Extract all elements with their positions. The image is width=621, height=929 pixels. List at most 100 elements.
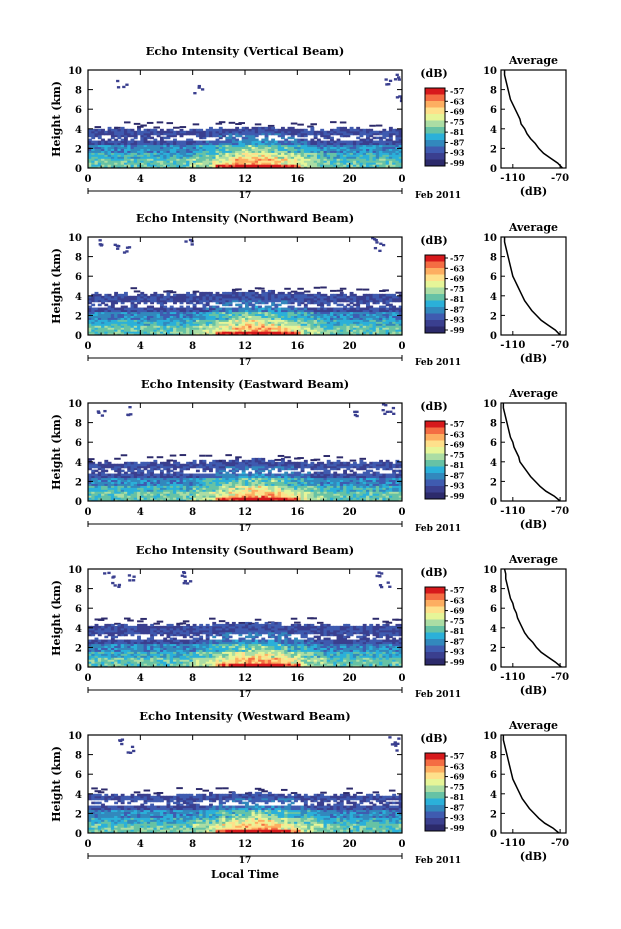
heatmap-cell [245, 156, 249, 159]
heatmap-cell [261, 156, 266, 159]
heatmap-cell [395, 309, 400, 313]
heatmap-cell [228, 333, 233, 335]
heatmap-cell [388, 333, 393, 335]
heatmap-cell [120, 299, 125, 303]
heatmap-cell [202, 134, 207, 138]
heatmap-cell [94, 491, 99, 494]
heatmap-cell [179, 164, 184, 167]
heatmap-cell [212, 499, 217, 501]
heatmap-cell [294, 164, 298, 167]
heatmap-cell [356, 154, 361, 157]
heatmap-cell [248, 307, 253, 311]
heatmap-cell [359, 313, 364, 316]
heatmap-cell [388, 138, 393, 142]
heatmap-cell [104, 303, 109, 307]
heatmap-cell [110, 487, 115, 490]
heatmap-cell [225, 299, 230, 303]
heatmap-cell [120, 479, 125, 482]
heatmap-cell [186, 164, 190, 167]
heatmap-cell [156, 160, 161, 163]
heatmap-cell [205, 297, 210, 301]
heatmap-cell [153, 461, 158, 465]
heatmap-cell [101, 479, 105, 482]
heatmap-cell [199, 136, 204, 140]
heatmap-cell [238, 499, 243, 501]
heatmap-cell [258, 287, 265, 290]
heatmap-cell [94, 325, 99, 328]
heatmap-cell [189, 463, 194, 467]
heatmap-cell [107, 489, 112, 492]
heatmap-cell [189, 497, 194, 500]
heatmap-cell [343, 134, 347, 138]
heatmap-cell [127, 489, 132, 492]
heatmap-cell [356, 325, 361, 328]
heatmap-cell [202, 164, 207, 167]
heatmap-cell [88, 132, 92, 136]
heatmap-cell [107, 158, 112, 161]
heatmap-cell [166, 290, 174, 293]
heatmap-cell [398, 138, 402, 142]
heatmap-cell [218, 483, 223, 486]
heatmap-cell [133, 327, 138, 330]
heatmap-cell [245, 479, 249, 482]
heatmap-cell [137, 481, 141, 484]
heatmap-cell [222, 325, 226, 328]
heatmap-cell [297, 128, 302, 132]
heatmap-cell [330, 311, 334, 315]
heatmap-cell [297, 325, 302, 328]
heatmap-cell [333, 140, 338, 144]
heatmap-cell [91, 166, 96, 168]
heatmap-cell [277, 333, 282, 335]
heatmap-cell [313, 299, 318, 303]
heatmap-cell [140, 497, 145, 500]
heatmap-cell [280, 128, 285, 132]
heatmap-cell [212, 479, 217, 482]
heatmap-cell [300, 293, 305, 297]
heatmap-cell [209, 307, 213, 311]
heatmap-cell [205, 493, 210, 496]
heatmap-cell [323, 293, 328, 297]
heatmap-cell [110, 325, 115, 328]
heatmap-cell [127, 140, 132, 144]
heatmap-cell [241, 313, 246, 316]
heatmap-cell [245, 463, 249, 467]
heatmap-cell [120, 146, 125, 149]
heatmap-cell [388, 134, 393, 138]
heatmap-cell [387, 83, 391, 86]
heatmap-cell [182, 495, 187, 498]
heatmap-cell [209, 319, 213, 322]
heatmap-cell [362, 144, 367, 148]
heatmap-cell [137, 309, 141, 313]
heatmap-cell [352, 323, 357, 326]
heatmap-cell [294, 319, 298, 322]
heatmap-cell [290, 327, 295, 330]
heatmap-cell [107, 140, 112, 144]
heatmap-cell [267, 321, 272, 324]
heatmap-cell [179, 162, 184, 165]
heatmap-cell [261, 321, 266, 324]
heatmap-cell [330, 146, 334, 149]
heatmap-cell [127, 299, 132, 303]
heatmap-cell [379, 152, 383, 155]
heatmap-cell [97, 479, 102, 482]
heatmap-cell [202, 307, 207, 311]
heatmap-cell [133, 134, 138, 138]
heatmap-cell [310, 123, 317, 126]
heatmap-cell [372, 162, 377, 165]
heatmap-cell [320, 160, 325, 163]
heatmap-cell [130, 461, 135, 465]
heatmap-cell [248, 473, 253, 477]
heatmap-cell [101, 333, 105, 335]
heatmap-cell [166, 162, 171, 165]
heatmap-cell [192, 290, 200, 293]
heatmap-cell [212, 295, 217, 299]
heatmap-cell [379, 331, 383, 334]
heatmap-cell [114, 311, 119, 315]
heatmap-cell [159, 479, 164, 482]
heatmap-cell [212, 164, 217, 167]
heatmap-cell [123, 327, 128, 330]
heatmap-cell [94, 128, 99, 132]
heatmap-cell [225, 497, 230, 500]
heatmap-cell [225, 481, 230, 484]
heatmap-cell [120, 311, 125, 315]
